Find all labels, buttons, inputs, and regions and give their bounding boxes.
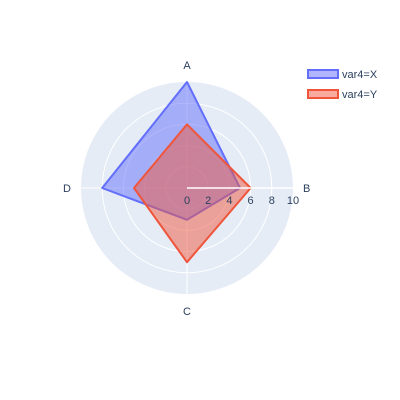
- legend-item[interactable]: var4=X: [307, 69, 378, 81]
- legend: var4=X var4=Y: [307, 69, 378, 101]
- legend-swatch: [307, 89, 339, 99]
- angular-axis-labels: A B C D: [63, 60, 310, 318]
- legend-swatch: [307, 69, 339, 79]
- legend-label: var4=X: [342, 69, 378, 81]
- radial-axis: 0 2 4 6 8 10: [184, 187, 299, 207]
- legend-label: var4=Y: [342, 89, 378, 101]
- angular-label-d: D: [63, 183, 71, 195]
- angular-label-c: C: [183, 306, 191, 318]
- legend-item[interactable]: var4=Y: [307, 89, 378, 101]
- radial-tick-label: 6: [248, 195, 254, 207]
- radial-tick-label: 0: [184, 195, 190, 207]
- radial-tick-label: 10: [287, 195, 299, 207]
- series-polygon-y[interactable]: [133, 123, 252, 264]
- radial-tick-label: 8: [269, 195, 275, 207]
- series-layer: [101, 81, 252, 264]
- angular-label-a: A: [183, 60, 191, 72]
- angular-label-b: B: [303, 183, 310, 195]
- radial-tick-label: 2: [205, 195, 211, 207]
- radial-tick-label: 4: [226, 195, 232, 207]
